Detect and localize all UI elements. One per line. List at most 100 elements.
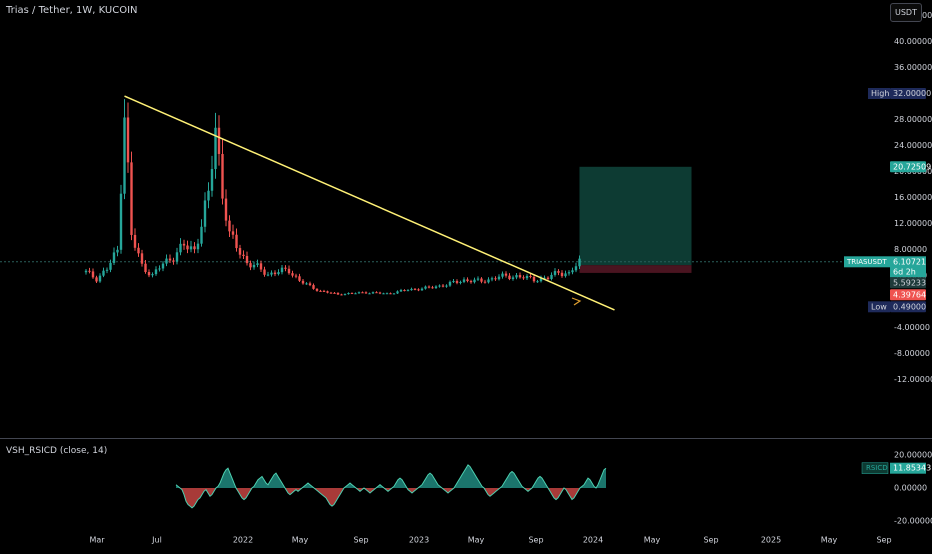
candle-body — [147, 272, 151, 276]
candle-body — [221, 153, 224, 199]
rsicd-area — [226, 468, 228, 488]
rsicd-area — [472, 469, 474, 488]
candle-body — [382, 293, 385, 295]
candle-body — [480, 278, 483, 282]
rsicd-area — [264, 479, 266, 488]
candle-body — [210, 169, 214, 191]
trendline[interactable] — [124, 95, 615, 311]
candle-body — [84, 270, 88, 273]
indicator-axis-tick: -20.00000 — [894, 517, 932, 526]
rsicd-area — [572, 488, 574, 500]
price-axis-tick: 12.00000 — [894, 219, 932, 228]
candle-body — [494, 278, 497, 280]
candle-body — [385, 293, 389, 295]
candle-body — [284, 267, 287, 269]
candle-body — [543, 277, 546, 279]
candle-body — [518, 275, 522, 278]
candle-body — [431, 287, 434, 289]
rsicd-area — [292, 488, 294, 493]
rsicd-area — [258, 478, 260, 488]
rsicd-area — [508, 473, 510, 488]
candle-body — [525, 275, 529, 279]
candle-body — [186, 245, 189, 250]
time-axis-tick: Mar — [89, 536, 105, 545]
price-axis-tick: -4.00000 — [894, 323, 930, 332]
candle-body — [182, 243, 186, 246]
breakout-arrow-icon — [571, 297, 582, 306]
candle-body — [263, 269, 266, 275]
rsicd-area — [518, 479, 520, 488]
profit-zone[interactable] — [579, 166, 692, 266]
candle-body — [322, 290, 326, 292]
price-axis-tick: 36.00000 — [894, 63, 932, 72]
countdown-tag: 6d 2h — [893, 267, 916, 276]
low-caption: Low — [871, 302, 887, 311]
price-axis-tick: 8.00000 — [894, 245, 927, 254]
candle-body — [515, 275, 518, 278]
rsicd-area — [332, 488, 334, 507]
candle-body — [389, 293, 392, 295]
candle-body — [231, 231, 235, 235]
candle-body — [179, 243, 182, 253]
candle-body — [413, 288, 417, 290]
candle-body — [189, 246, 193, 250]
candle-body — [277, 272, 280, 275]
candle-body — [102, 270, 105, 276]
time-axis-tick: 2022 — [233, 536, 253, 545]
candle-body — [88, 270, 91, 272]
candle-body — [95, 277, 98, 282]
candle-body — [462, 279, 466, 282]
rsicd-area — [400, 478, 402, 488]
candle-body — [245, 256, 249, 264]
rsicd-area — [306, 483, 308, 488]
currency-button[interactable]: USDT — [890, 3, 922, 22]
rsicd-line — [175, 464, 607, 509]
candle-body — [224, 198, 228, 221]
candle-body — [487, 279, 490, 283]
rsicd-area — [568, 488, 570, 497]
candle-body — [508, 275, 511, 280]
symbol-title[interactable]: Trias / Tether, 1W, KUCOIN — [6, 5, 138, 16]
rsicd-area — [588, 478, 590, 488]
time-axis-tick: May — [644, 536, 661, 545]
rsicd-area — [260, 476, 262, 488]
rsicd-area — [324, 488, 326, 498]
candle-body — [137, 247, 140, 254]
rsicd-area — [466, 464, 468, 488]
candle-body — [455, 281, 459, 283]
candle-body — [522, 277, 525, 279]
candle-body — [291, 273, 294, 276]
candle-body — [238, 248, 242, 255]
candle-body — [336, 292, 340, 295]
candle-body — [151, 274, 154, 276]
time-axis-tick: Sep — [876, 536, 891, 545]
rsicd-area — [490, 488, 492, 497]
candle-body — [368, 293, 371, 295]
rsicd-value: 11.85343 — [893, 464, 931, 473]
rsicd-area — [488, 488, 490, 497]
candle-body — [473, 279, 476, 283]
loss-zone[interactable] — [579, 265, 692, 273]
rsicd-area — [244, 488, 246, 500]
stop-value: 4.39764 — [893, 290, 926, 299]
rsicd-area — [334, 488, 336, 505]
rsicd-area — [196, 488, 198, 503]
candle-body — [567, 272, 571, 274]
rsicd-area — [308, 483, 310, 488]
candle-body — [343, 294, 347, 296]
candle-body — [375, 292, 378, 294]
rsicd-area — [348, 483, 350, 488]
rsicd-area — [554, 488, 556, 500]
rsicd-area — [410, 488, 412, 493]
indicator-title[interactable]: VSH_RSICD (close, 14) — [6, 446, 108, 456]
candle-body — [249, 263, 252, 268]
candle-body — [550, 274, 553, 279]
candle-body — [273, 272, 277, 275]
rsicd-area — [494, 488, 496, 493]
rsicd-area — [322, 488, 324, 497]
candle-body — [175, 252, 179, 262]
candle-body — [441, 285, 445, 287]
